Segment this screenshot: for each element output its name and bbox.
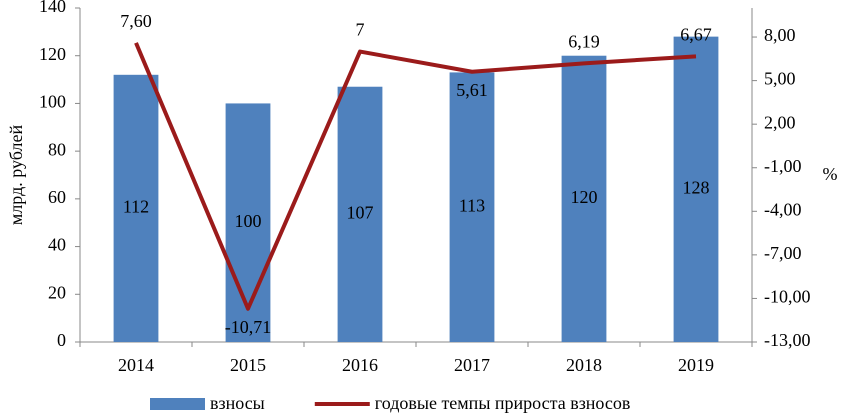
bar	[449, 72, 495, 343]
line-value-label: -10,71	[225, 317, 272, 337]
line	[134, 42, 697, 311]
bar	[561, 55, 607, 342]
y2-tick-label: -1,00	[764, 156, 802, 176]
legend-label: годовые темпы прироста взносов	[375, 393, 631, 413]
y-tick-label: 100	[39, 92, 66, 112]
bar-value-label: 100	[235, 211, 262, 231]
bar-value-label: 112	[123, 197, 149, 217]
legend-swatch	[150, 398, 205, 410]
y-tick-label: 20	[48, 282, 66, 302]
y-tick-label: 80	[48, 139, 66, 159]
y-tick-label: 0	[57, 330, 66, 350]
line-value-label: 6,19	[568, 31, 600, 51]
bar-value-label: 120	[571, 187, 598, 207]
y2-tick-label: 8,00	[764, 25, 796, 45]
y-tick-label: 40	[48, 235, 66, 255]
x-tick-label: 2017	[454, 355, 490, 375]
x-tick-label: 2016	[342, 355, 378, 375]
bar-value-label: 107	[347, 202, 374, 222]
y2-tick-label: -7,00	[764, 243, 802, 263]
y2-axis-label: %	[823, 164, 838, 184]
x-tick-label: 2015	[230, 355, 266, 375]
x-tick-label: 2014	[118, 355, 154, 375]
y2-tick-label: 2,00	[764, 112, 796, 132]
line-value-label: 7	[356, 20, 365, 40]
bar	[225, 103, 271, 342]
bar	[673, 36, 719, 342]
bar-value-label: 113	[459, 195, 485, 215]
legend-label: взносы	[210, 393, 265, 413]
line-value-label: 5,61	[456, 80, 488, 100]
y2-tick-label: -13,00	[764, 330, 811, 350]
y2-tick-label: -10,00	[764, 287, 811, 307]
y2-tick-label: -4,00	[764, 199, 802, 219]
x-tick-label: 2019	[678, 355, 714, 375]
y-tick-label: 120	[39, 44, 66, 64]
bar-value-label: 128	[683, 177, 710, 197]
y-tick-label: 140	[39, 0, 66, 16]
x-tick-label: 2018	[566, 355, 602, 375]
line-value-label: 7,60	[120, 11, 152, 31]
y-axis-label: млрд. рублей	[6, 125, 26, 226]
bar	[337, 86, 383, 342]
line-value-label: 6,67	[680, 24, 712, 44]
y2-tick-label: 5,00	[764, 69, 796, 89]
bar	[113, 74, 159, 343]
y-tick-label: 60	[48, 187, 66, 207]
